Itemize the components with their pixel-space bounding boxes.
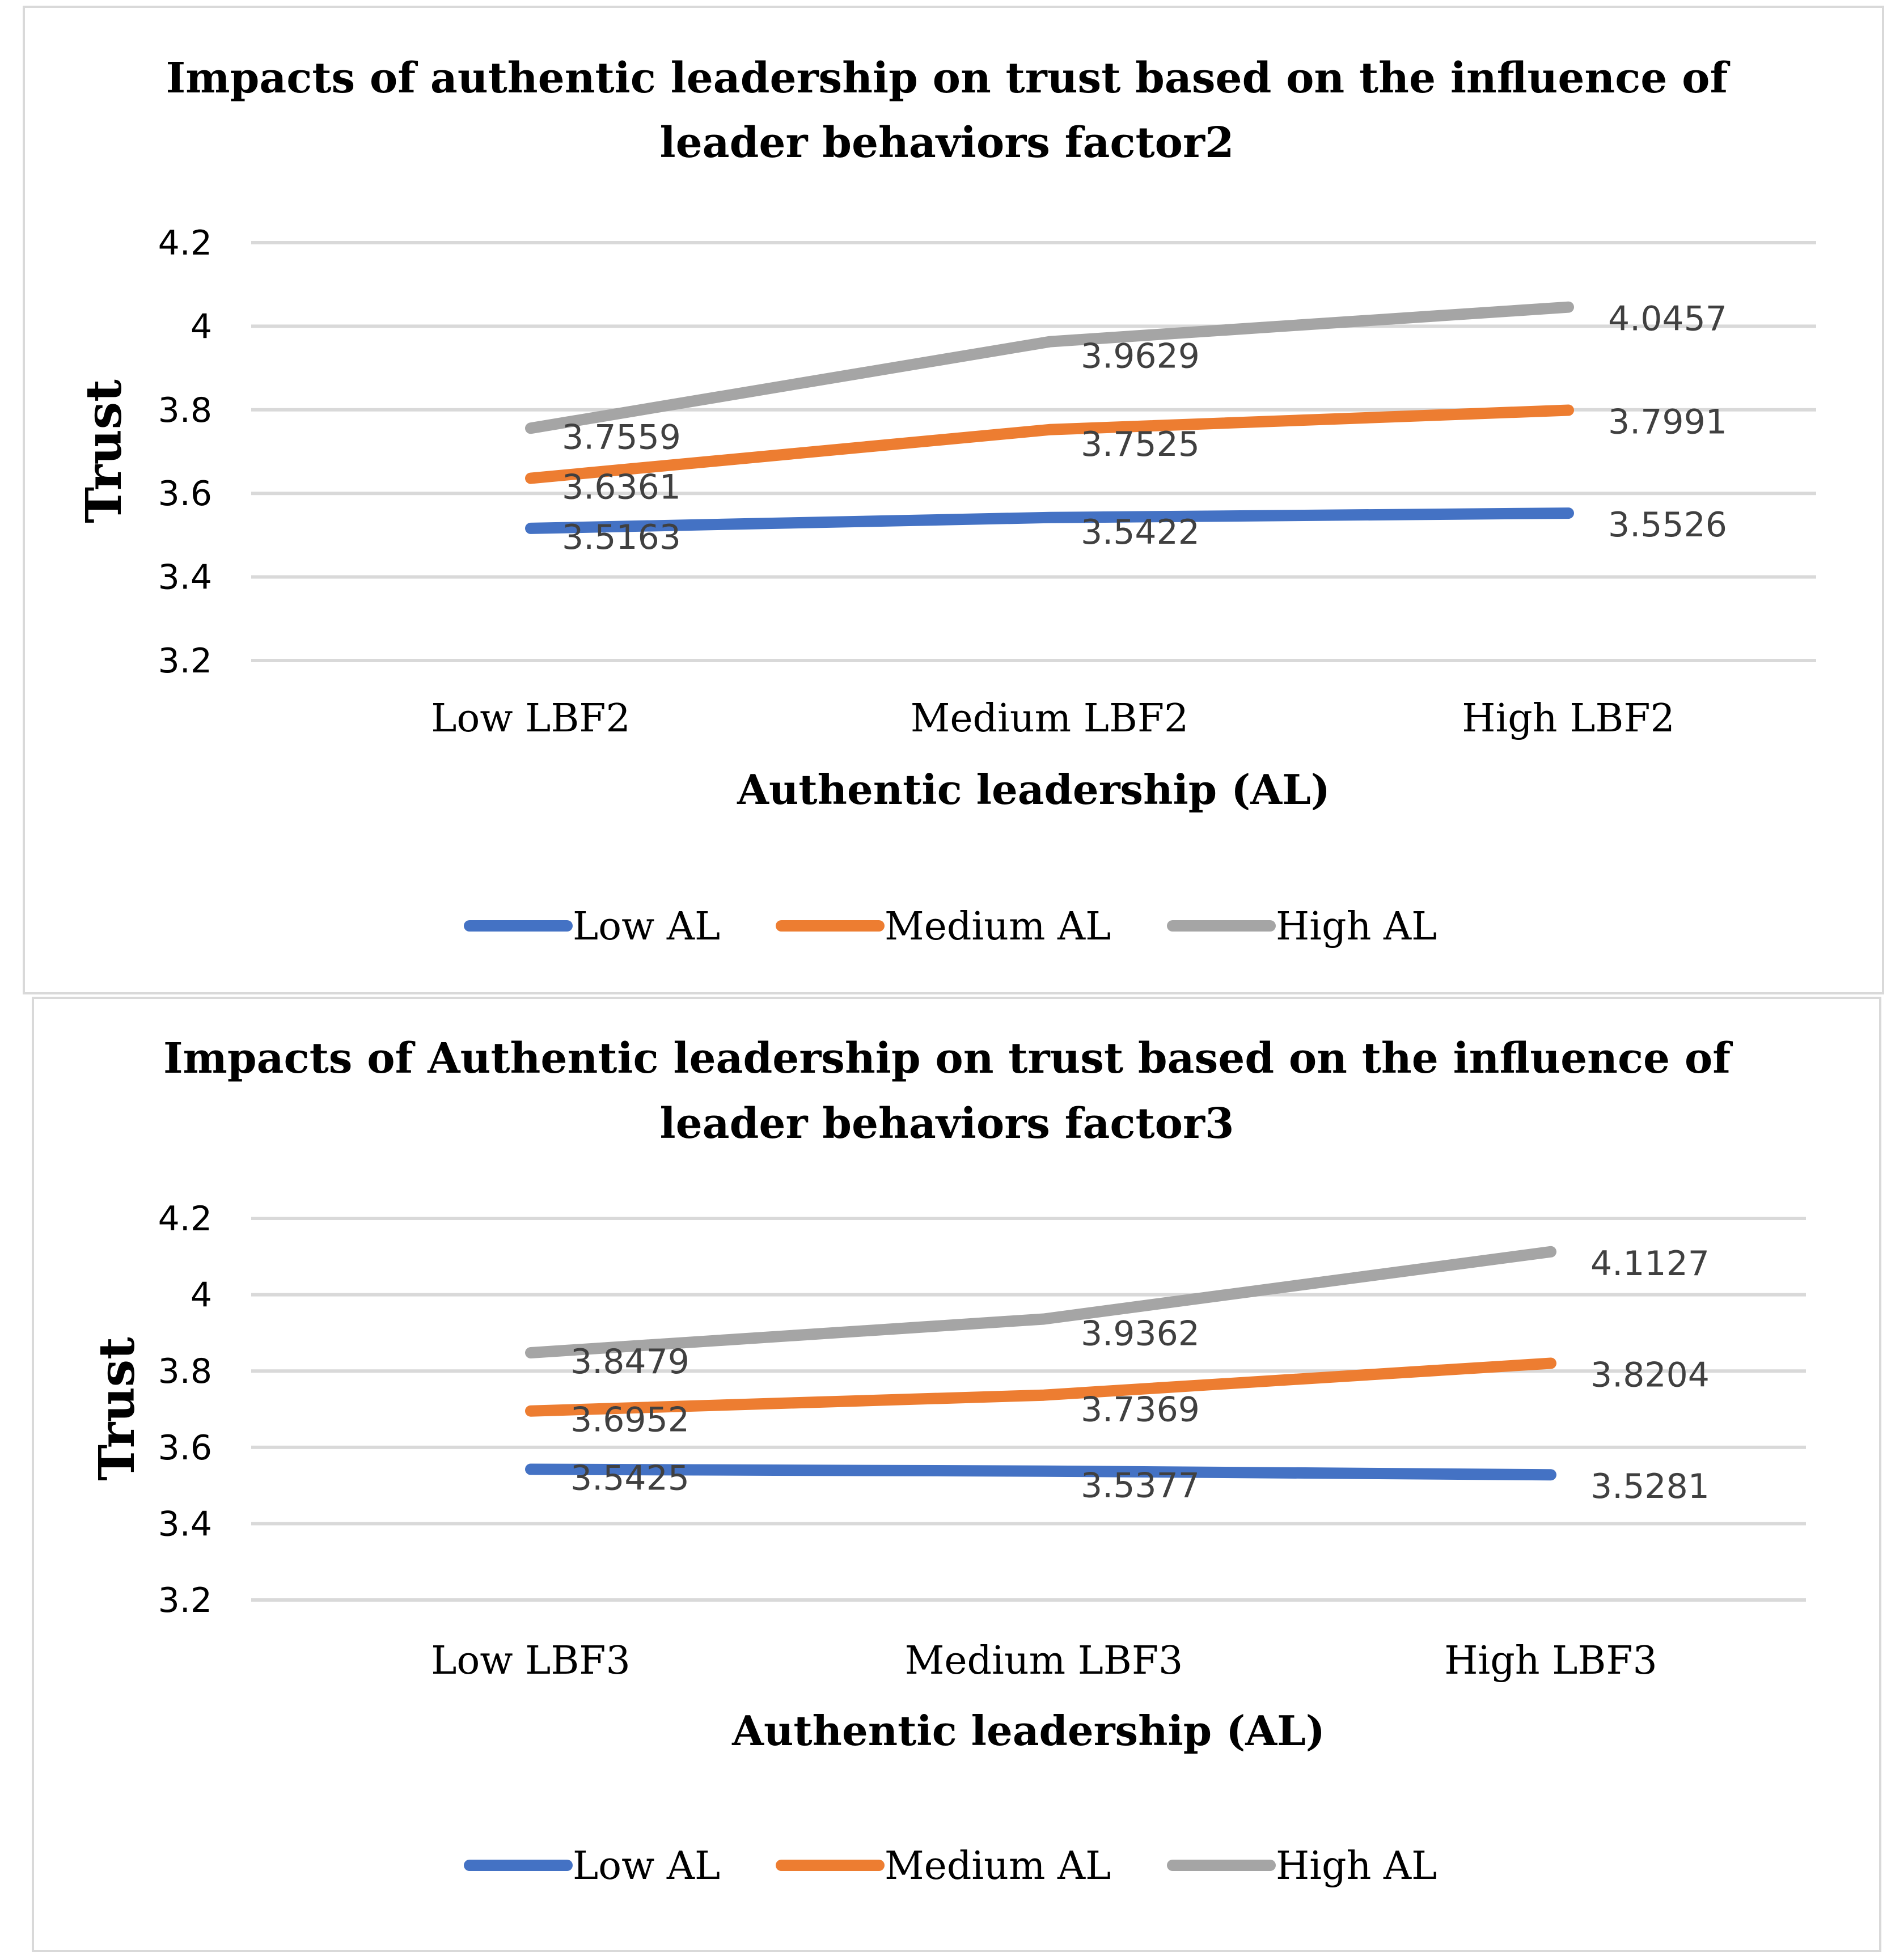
legend-label: High AL (1276, 1844, 1437, 1889)
data-label: 3.8204 (1590, 1355, 1710, 1395)
y-tick-label: 4.2 (158, 223, 212, 263)
x-category-label: Low LBF3 (431, 1639, 631, 1683)
x-category-label: Medium LBF3 (905, 1639, 1183, 1683)
y-tick-label: 3.8 (158, 1352, 212, 1391)
chart-panel-factor2 (23, 6, 1884, 994)
chart-title-line: Impacts of authentic leadership on trust… (166, 54, 1731, 103)
y-tick-label: 3.4 (158, 558, 212, 598)
data-label: 3.5163 (562, 518, 681, 557)
x-category-label: Low LBF2 (431, 696, 631, 741)
y-tick-label: 3.2 (158, 641, 212, 681)
x-category-label: High LBF2 (1462, 696, 1675, 741)
x-category-label: High LBF3 (1444, 1639, 1657, 1683)
data-label: 4.0457 (1608, 299, 1727, 339)
data-label: 3.5377 (1081, 1466, 1200, 1506)
data-label: 3.5425 (570, 1458, 689, 1498)
series-line-low-al (525, 1463, 1556, 1481)
series-line-low-al (525, 507, 1574, 534)
series-line-high-al (525, 1246, 1556, 1358)
data-label: 3.8479 (570, 1342, 689, 1382)
series-line-high-al (525, 301, 1574, 434)
data-label: 3.6952 (570, 1400, 689, 1440)
data-label: 3.5526 (1608, 505, 1727, 545)
legend-label: Low AL (573, 904, 720, 949)
y-tick-label: 3.4 (158, 1504, 212, 1544)
data-label: 3.6361 (562, 468, 681, 507)
data-label: 3.5422 (1081, 513, 1200, 552)
data-label: 3.7369 (1081, 1390, 1200, 1430)
y-axis-title: Trust (88, 1337, 146, 1481)
y-tick-label: 3.2 (158, 1581, 212, 1620)
data-label: 3.5281 (1590, 1467, 1710, 1506)
chart-title-line: leader behaviors factor2 (659, 118, 1234, 167)
legend-label: Medium AL (885, 1844, 1111, 1889)
x-category-label: Medium LBF2 (911, 696, 1189, 741)
y-tick-label: 4 (191, 307, 212, 346)
data-label: 3.7525 (1081, 425, 1200, 464)
data-label: 3.7991 (1608, 402, 1727, 442)
data-label: 3.9362 (1081, 1314, 1200, 1354)
chart-title-line: leader behaviors factor3 (659, 1099, 1234, 1148)
y-tick-label: 3.6 (158, 474, 212, 514)
data-label: 3.9629 (1081, 337, 1200, 376)
x-axis-title: Authentic leadership (AL) (731, 1707, 1325, 1755)
y-tick-label: 3.6 (158, 1428, 212, 1468)
y-tick-label: 3.8 (158, 391, 212, 430)
y-tick-label: 4 (191, 1276, 212, 1315)
y-tick-label: 4.2 (158, 1199, 212, 1239)
chart-title-line: Impacts of Authentic leadership on trust… (163, 1034, 1733, 1083)
legend-label: Low AL (573, 1844, 720, 1889)
series-line-medium-al (525, 1357, 1556, 1417)
data-label: 3.7559 (562, 417, 681, 457)
y-axis-title: Trust (75, 379, 133, 523)
legend-label: Medium AL (885, 904, 1111, 949)
x-axis-title: Authentic leadership (AL) (737, 765, 1330, 814)
data-label: 4.1127 (1590, 1244, 1710, 1284)
legend-label: High AL (1276, 904, 1437, 949)
series-line-medium-al (525, 404, 1574, 484)
